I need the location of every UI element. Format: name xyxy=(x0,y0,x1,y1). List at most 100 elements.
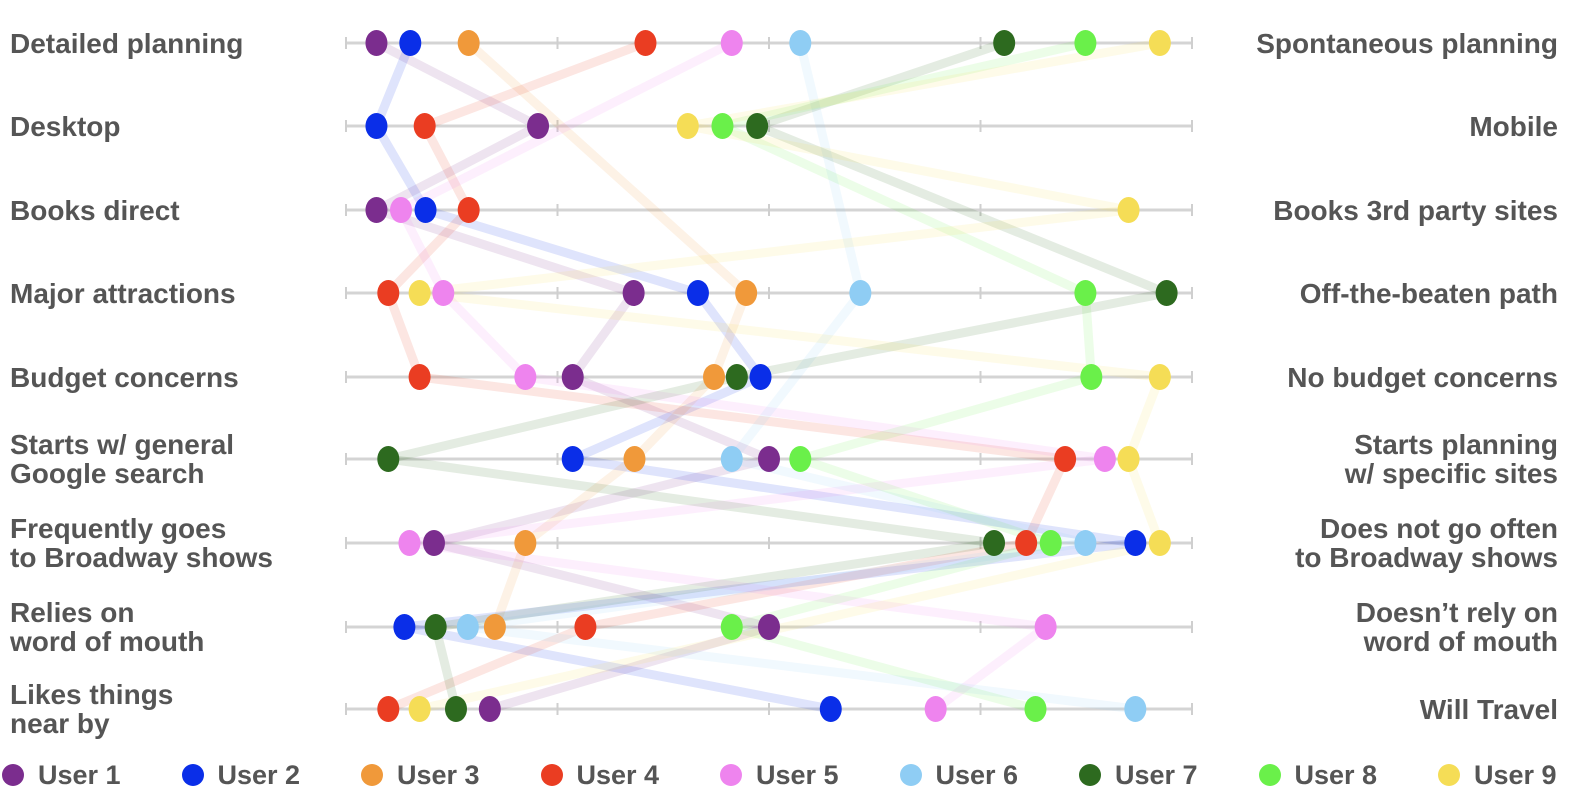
data-point-user1-row8 xyxy=(478,696,501,722)
data-point-user1-row3 xyxy=(622,280,645,306)
data-point-user9-row0 xyxy=(1148,30,1171,56)
series-line-3-0 xyxy=(464,38,751,298)
series-line-5-6 xyxy=(931,622,1051,714)
series-line-5-1 xyxy=(396,205,448,298)
series-line-9-5 xyxy=(1124,454,1165,548)
legend-item-user5: User 5 xyxy=(720,755,839,795)
data-point-user2-row0 xyxy=(399,30,422,56)
series-line-1-1 xyxy=(371,121,543,215)
right-label-3: Off-the-beaten path xyxy=(1299,277,1558,309)
data-point-user5-row5 xyxy=(1093,446,1116,472)
data-point-user2-row4 xyxy=(749,364,772,390)
series-line-4-2 xyxy=(383,205,474,298)
legend: User 1 User 2 User 3 User 4 User 5 User 6 User… xyxy=(0,755,1574,795)
left-label-2: Books direct xyxy=(10,194,180,226)
series-line-4-0 xyxy=(420,38,650,131)
data-point-user3-row4 xyxy=(703,364,726,390)
data-point-user7-row5 xyxy=(377,446,400,472)
legend-swatch-user2 xyxy=(181,764,204,786)
right-label-0: Spontaneous planning xyxy=(1256,27,1558,59)
legend-swatch-user1 xyxy=(2,764,24,786)
series-line-7-6 xyxy=(431,622,461,714)
series-line-5-4 xyxy=(404,454,1110,548)
legend-item-user3: User 3 xyxy=(361,755,480,795)
data-point-user9-row6 xyxy=(1148,530,1171,556)
data-point-user6-row0 xyxy=(789,30,812,56)
data-point-user1-row5 xyxy=(758,446,780,472)
data-point-user3-row0 xyxy=(457,30,480,56)
data-point-user4-row8 xyxy=(377,696,400,722)
data-point-user4-row0 xyxy=(634,30,657,56)
series-line-9-1 xyxy=(683,121,1134,215)
series-line-8-3 xyxy=(795,372,1096,464)
right-label-7: Doesn’t rely on word of mouth xyxy=(1355,597,1558,657)
left-label-5: Starts w/ general Google search xyxy=(10,429,235,489)
left-label-3: Major attractions xyxy=(10,277,236,309)
data-point-user8-row4 xyxy=(1080,364,1103,390)
series-line-2-3 xyxy=(693,288,766,382)
data-point-user5-row6 xyxy=(398,530,421,556)
series-line-9-3 xyxy=(415,288,1165,382)
series-line-3-1 xyxy=(709,288,751,382)
right-label-2: Books 3rd party sites xyxy=(1273,194,1558,226)
data-point-user1-row6 xyxy=(422,530,445,556)
data-point-user8-row3 xyxy=(1074,280,1097,306)
data-point-user4-row6 xyxy=(1015,530,1038,556)
series-line-3-3 xyxy=(520,454,639,548)
series-line-5-5 xyxy=(404,538,1051,632)
data-point-user4-row4 xyxy=(408,364,431,390)
data-point-user5-row7 xyxy=(1034,614,1057,640)
series-line-7-1 xyxy=(752,121,1172,298)
series-line-6-3 xyxy=(463,538,1090,632)
data-point-user9-row1 xyxy=(676,113,699,139)
series-line-4-3 xyxy=(383,288,425,382)
series-line-8-1 xyxy=(717,121,1090,298)
series-line-1-6 xyxy=(429,538,774,632)
left-label-4: Budget concerns xyxy=(10,361,239,393)
data-point-user8-row6 xyxy=(1039,530,1062,556)
data-point-user2-row7 xyxy=(393,614,416,640)
data-point-user1-row2 xyxy=(365,197,388,223)
left-label-7: Relies on word of mouth xyxy=(10,597,205,657)
series-line-2-1 xyxy=(371,121,431,215)
legend-item-user4: User 4 xyxy=(540,755,659,795)
data-point-user1-row0 xyxy=(365,30,388,56)
data-point-user6-row3 xyxy=(849,280,872,306)
series-line-9-6 xyxy=(415,538,1165,714)
right-label-1: Mobile xyxy=(1469,110,1558,142)
series-line-6-2 xyxy=(727,454,1090,548)
data-point-user5-row2 xyxy=(389,197,412,223)
series-line-6-4 xyxy=(463,622,1140,714)
data-point-user2-row5 xyxy=(561,446,584,472)
data-point-user2-row6 xyxy=(1124,530,1147,556)
series-line-7-2 xyxy=(732,288,1172,382)
series-line-2-4 xyxy=(568,372,766,464)
series-line-7-0 xyxy=(752,38,1009,131)
left-label-6: Frequently goes to Broadway shows xyxy=(10,513,273,573)
series-line-7-5 xyxy=(431,538,999,632)
legend-item-user2: User 2 xyxy=(181,755,300,795)
data-point-user5-row3 xyxy=(432,280,455,306)
series-line-4-5 xyxy=(1021,454,1070,548)
data-point-user4-row2 xyxy=(457,197,480,223)
data-point-user8-row7 xyxy=(720,614,743,640)
series-line-4-6 xyxy=(580,538,1031,632)
data-point-user7-row6 xyxy=(983,530,1006,556)
series-line-9-4 xyxy=(1124,372,1165,464)
legend-item-user8: User 8 xyxy=(1258,755,1377,795)
series-line-5-2 xyxy=(438,288,530,382)
series-line-1-5 xyxy=(429,454,774,548)
series-line-1-3 xyxy=(568,288,639,382)
data-points-layer xyxy=(365,30,1178,722)
legend-label-user1: User 1 xyxy=(38,759,121,790)
data-point-user7-row7 xyxy=(424,614,447,640)
legend-item-user7: User 7 xyxy=(1079,755,1198,795)
data-point-user5-row4 xyxy=(514,364,537,390)
legend-swatch-user6 xyxy=(899,764,922,786)
legend-label-user3: User 3 xyxy=(397,759,480,790)
series-line-8-2 xyxy=(1080,288,1096,382)
legend-item-user9: User 9 xyxy=(1438,755,1557,795)
data-point-user2-row2 xyxy=(414,197,437,223)
legend-swatch-user9 xyxy=(1438,764,1460,786)
